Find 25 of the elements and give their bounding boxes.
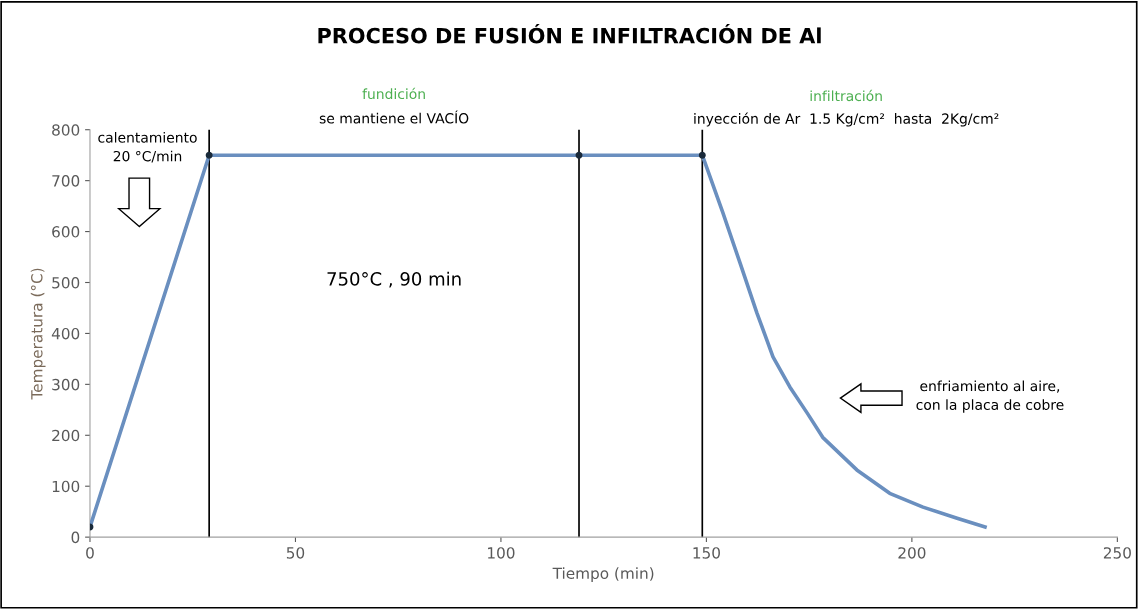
- x-tick-label: 100: [488, 547, 515, 559]
- y-tick-label: 700: [52, 175, 80, 187]
- y-tick-label: 600: [52, 226, 80, 238]
- text: infiltración: [810, 89, 882, 102]
- y-tick-label: 100: [52, 480, 80, 493]
- y-tick-label: 0: [71, 531, 80, 544]
- x-tick-label: 200: [898, 547, 926, 559]
- text: inyección de Ar 1.5 Kg/cm² hasta 2Kg/cm²: [694, 112, 999, 127]
- y-tick-label: 200: [52, 429, 80, 442]
- x-tick-label: 250: [1103, 547, 1131, 559]
- annotation: 750°C , 90 min: [327, 271, 461, 288]
- x-tick-label: 0: [86, 547, 94, 559]
- annotation: calentamiento 20 °C/min: [98, 131, 197, 163]
- text: fundición: [362, 87, 425, 100]
- x-axis-title: Tiempo (min): [552, 567, 654, 582]
- y-tick-label: 500: [52, 276, 80, 289]
- x-tick-label: 50: [286, 547, 305, 559]
- x-tick-label: 150: [693, 547, 720, 559]
- chart-title: PROCESO DE FUSIÓN E INFILTRACIÓN DE Al: [318, 23, 821, 44]
- y-tick-label: 300: [52, 378, 80, 391]
- annotation: enfriamiento al aire, con la placa de cobre: [916, 380, 1064, 413]
- y-tick-label: 800: [52, 124, 80, 136]
- text: se mantiene el VACÍO: [319, 110, 469, 124]
- y-tick-label: 400: [51, 327, 80, 340]
- y-axis-title: Temperatura (°C): [30, 268, 46, 400]
